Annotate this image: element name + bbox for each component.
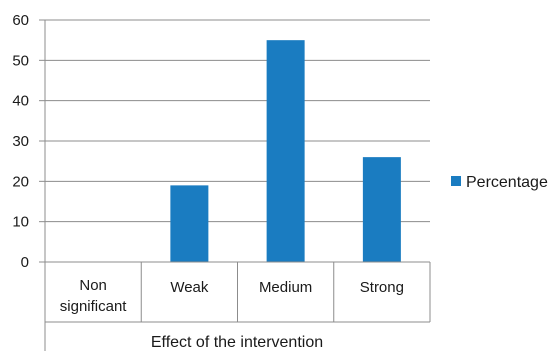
y-tick-label: 40: [12, 93, 29, 110]
y-tick-label: 10: [12, 214, 29, 231]
axes: [39, 19, 431, 351]
x-category-label: Strong: [360, 279, 404, 296]
legend-swatch: [451, 176, 461, 186]
bar: [170, 185, 209, 262]
y-tick-label: 50: [12, 52, 29, 69]
bar: [266, 40, 305, 262]
y-axis-tick-labels: 0 10 20 30 40 50 60: [12, 12, 29, 271]
legend: Percentage: [451, 174, 548, 191]
y-tick-label: 30: [12, 133, 29, 150]
bar: [362, 157, 401, 262]
x-category-label: Medium: [259, 279, 312, 296]
y-tick-label: 60: [12, 12, 29, 29]
legend-label-percentage: Percentage: [466, 174, 548, 191]
x-axis-category-labels: Non significant Weak Medium Strong: [60, 277, 404, 315]
bars: [170, 40, 401, 262]
x-category-label: Non significant: [60, 277, 128, 315]
x-axis-title: Effect of the intervention: [151, 334, 323, 351]
y-tick-label: 20: [12, 173, 29, 190]
y-tick-label: 0: [21, 254, 29, 271]
x-category-label: Weak: [170, 279, 209, 296]
